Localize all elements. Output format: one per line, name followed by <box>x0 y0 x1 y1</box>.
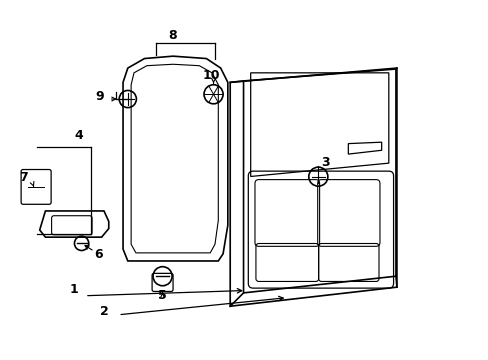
Text: 2: 2 <box>100 305 108 318</box>
Text: 5: 5 <box>158 289 166 302</box>
Text: 9: 9 <box>95 90 103 103</box>
Text: 8: 8 <box>168 28 177 41</box>
Text: 1: 1 <box>69 283 78 296</box>
Text: 6: 6 <box>94 248 103 261</box>
Text: 10: 10 <box>202 68 220 82</box>
Text: 4: 4 <box>74 129 83 141</box>
Text: 3: 3 <box>321 156 329 169</box>
Text: 7: 7 <box>19 171 27 184</box>
